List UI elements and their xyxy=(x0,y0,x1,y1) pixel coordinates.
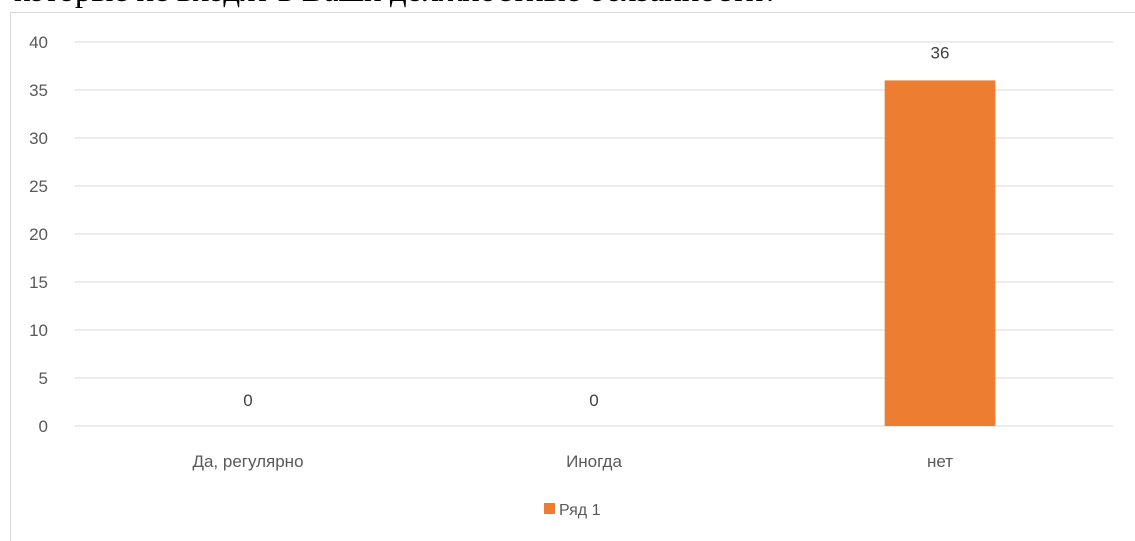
x-axis-ticks: Да, регулярно Иногда нет xyxy=(192,452,953,471)
data-label: 36 xyxy=(931,43,950,62)
bar-3 xyxy=(884,80,996,427)
bars xyxy=(884,80,996,427)
y-tick-label: 0 xyxy=(39,417,48,436)
y-tick-label: 15 xyxy=(29,273,48,292)
page-caption-fragment: которые не входят в Ваши должностные обя… xyxy=(0,0,1135,12)
y-tick-label: 25 xyxy=(29,177,48,196)
legend-label: Ряд 1 xyxy=(559,502,601,519)
data-label: 0 xyxy=(589,391,598,410)
x-tick-label: Да, регулярно xyxy=(192,452,303,471)
y-tick-label: 20 xyxy=(29,225,48,244)
y-tick-label: 40 xyxy=(29,33,48,52)
y-tick-label: 35 xyxy=(29,81,48,100)
y-tick-label: 10 xyxy=(29,321,48,340)
data-label: 0 xyxy=(243,391,252,410)
y-axis-ticks: 0 5 10 15 20 25 30 35 40 xyxy=(29,33,48,436)
x-tick-label: нет xyxy=(927,452,953,471)
data-labels: 0 0 36 xyxy=(243,43,949,410)
legend-swatch xyxy=(544,503,555,514)
y-tick-label: 5 xyxy=(39,369,48,388)
y-tick-label: 30 xyxy=(29,129,48,148)
legend: Ряд 1 xyxy=(544,502,601,519)
x-tick-label: Иногда xyxy=(566,452,622,471)
